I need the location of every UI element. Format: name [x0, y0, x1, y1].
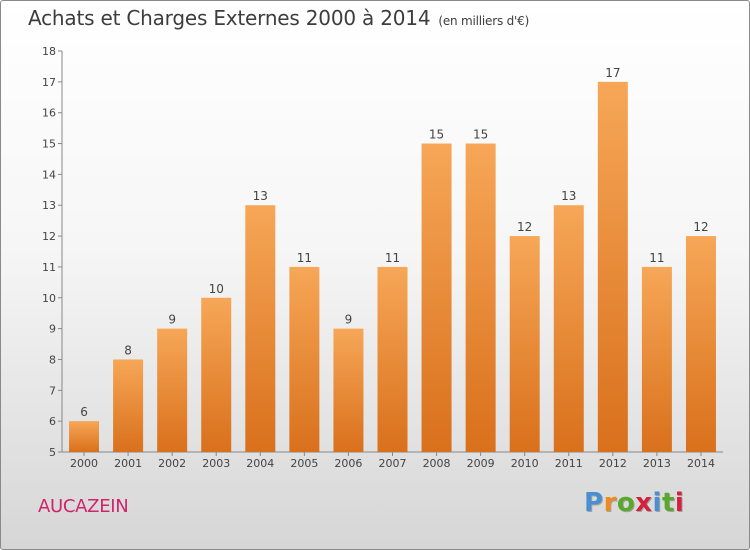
data-label: 10 [209, 282, 224, 296]
logo-letter: x [635, 488, 653, 518]
logo-letter: i [674, 488, 685, 518]
title-text: Achats et Charges Externes 2000 à 2014 [28, 6, 431, 30]
y-tick-label: 17 [42, 76, 56, 89]
y-tick-label: 14 [42, 168, 56, 181]
data-label: 17 [605, 66, 620, 80]
x-tick-label: 2001 [114, 457, 142, 470]
y-tick-label: 18 [42, 45, 56, 58]
y-tick-label: 16 [42, 107, 56, 120]
data-label: 11 [385, 251, 400, 265]
data-label: 15 [473, 128, 488, 142]
data-label: 6 [80, 405, 88, 419]
bar-2013 [641, 266, 672, 452]
bar-2003 [201, 297, 232, 452]
data-label: 8 [124, 343, 132, 357]
bars [69, 81, 716, 453]
x-tick-label: 2008 [423, 457, 451, 470]
y-tick-label: 11 [42, 261, 56, 274]
x-tick-label: 2012 [599, 457, 627, 470]
x-tick-label: 2005 [290, 457, 318, 470]
logo-letter: o [616, 488, 636, 518]
x-tick-label: 2007 [379, 457, 407, 470]
logo-letter: r [603, 488, 617, 518]
x-tick-label: 2014 [687, 457, 715, 470]
bar-2009 [465, 143, 496, 453]
y-tick-label: 12 [42, 230, 56, 243]
bar-2011 [553, 205, 584, 452]
data-label: 13 [561, 189, 576, 203]
title-unit: (en milliers d'€) [438, 14, 530, 28]
x-tick-label: 2013 [643, 457, 671, 470]
data-label: 11 [649, 251, 664, 265]
chart-title: Achats et Charges Externes 2000 à 2014 (e… [28, 6, 529, 30]
data-labels: 6 8 9 10 13 11 9 11 15 15 12 13 17 11 12 [80, 66, 708, 419]
bar-2002 [157, 328, 188, 452]
y-tick-label: 15 [42, 138, 56, 151]
bar-2005 [289, 266, 320, 452]
logo-letter: P [584, 488, 604, 518]
x-tick-label: 2000 [70, 457, 98, 470]
logo-letter: i [652, 488, 662, 518]
bar-2012 [597, 81, 628, 452]
data-label: 9 [168, 313, 176, 327]
axes: 5 6 7 8 9 10 11 12 13 14 15 16 17 18 2000 2001 2002 2003 2… [42, 45, 723, 470]
bar-2006 [333, 328, 364, 452]
y-tick-label: 8 [49, 353, 56, 366]
data-label: 12 [517, 220, 532, 234]
x-tick-label: 2004 [246, 457, 274, 470]
data-label: 11 [297, 251, 312, 265]
x-tick-label: 2010 [511, 457, 539, 470]
logo-letter: t [661, 488, 675, 518]
town-name: AUCAZEIN [38, 496, 129, 517]
x-tick-label: 2002 [158, 457, 186, 470]
data-label: 9 [345, 313, 353, 327]
x-tick-label: 2011 [555, 457, 583, 470]
data-label: 12 [693, 220, 708, 234]
y-tick-label: 5 [49, 446, 56, 459]
bar-2010 [509, 236, 540, 452]
bar-2001 [113, 359, 144, 452]
x-tick-label: 2003 [202, 457, 230, 470]
x-tick-label: 2009 [467, 457, 495, 470]
data-label: 13 [253, 189, 268, 203]
y-tick-label: 10 [42, 292, 56, 305]
proxiti-logo[interactable]: Proxiti [584, 488, 684, 518]
y-tick-label: 7 [49, 384, 56, 397]
bar-2004 [245, 205, 276, 452]
y-tick-label: 13 [42, 199, 56, 212]
y-tick-label: 9 [49, 323, 56, 336]
data-label: 15 [429, 128, 444, 142]
x-tick-label: 2006 [334, 457, 362, 470]
bar-2007 [377, 266, 408, 452]
bar-2008 [421, 143, 452, 453]
bar-2014 [685, 236, 716, 452]
y-tick-label: 6 [49, 415, 56, 428]
bar-2000 [69, 421, 100, 452]
